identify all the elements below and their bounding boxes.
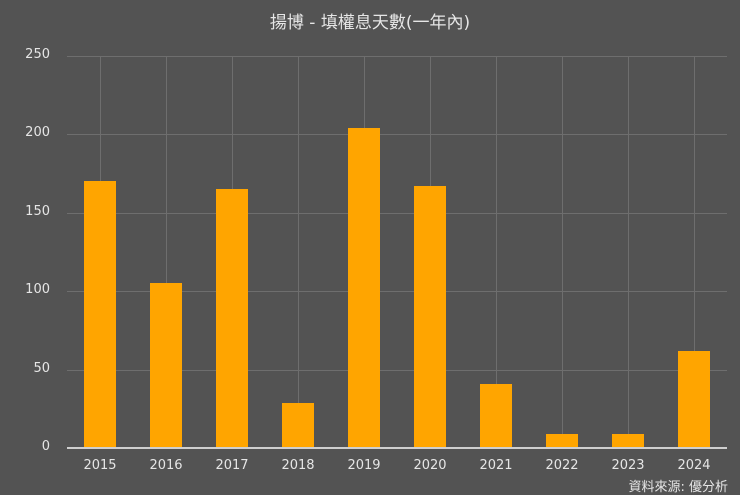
bar-2018 bbox=[282, 402, 314, 448]
v-gridline bbox=[628, 56, 629, 448]
x-tick-label: 2021 bbox=[479, 458, 513, 473]
x-tick-label: 2015 bbox=[83, 458, 117, 473]
y-tick-label: 50 bbox=[33, 360, 50, 376]
x-tick-label: 2016 bbox=[149, 458, 183, 473]
h-gridline bbox=[67, 134, 727, 136]
bar-2015 bbox=[84, 181, 116, 448]
y-tick-label: 200 bbox=[25, 125, 50, 141]
h-gridline bbox=[67, 212, 727, 214]
v-gridline bbox=[166, 56, 167, 448]
x-tick-label: 2019 bbox=[347, 458, 381, 473]
bar-2022 bbox=[546, 433, 578, 448]
y-tick-label: 0 bbox=[41, 439, 50, 454]
chart-title: 揚博 - 填權息天數(一年內) bbox=[269, 13, 471, 33]
h-gridline bbox=[67, 291, 727, 293]
bar-2017 bbox=[216, 189, 248, 448]
bar-2024 bbox=[678, 350, 710, 448]
source-caption: 資料來源: 優分析 bbox=[628, 480, 728, 495]
bar-2020 bbox=[414, 186, 446, 448]
bar-2019 bbox=[348, 128, 380, 448]
x-tick-label: 2017 bbox=[215, 458, 249, 473]
bar-2023 bbox=[612, 433, 644, 448]
h-gridline bbox=[67, 56, 727, 57]
bar-2021 bbox=[480, 383, 512, 448]
x-axis-line bbox=[67, 447, 727, 449]
x-tick-label: 2018 bbox=[281, 458, 315, 473]
y-tick-label: 100 bbox=[25, 282, 50, 298]
y-tick-label: 150 bbox=[25, 203, 50, 219]
v-gridline bbox=[694, 56, 695, 448]
h-gridline bbox=[67, 369, 727, 371]
y-tick-label: 250 bbox=[25, 47, 50, 62]
v-gridline bbox=[496, 56, 497, 448]
plot-area bbox=[67, 56, 727, 449]
v-gridline bbox=[298, 56, 299, 448]
x-tick-label: 2023 bbox=[611, 458, 645, 473]
x-tick-label: 2022 bbox=[545, 458, 579, 473]
x-tick-label: 2024 bbox=[677, 458, 711, 473]
bar-2016 bbox=[150, 283, 182, 448]
v-gridline bbox=[562, 56, 563, 448]
x-tick-label: 2020 bbox=[413, 458, 447, 473]
